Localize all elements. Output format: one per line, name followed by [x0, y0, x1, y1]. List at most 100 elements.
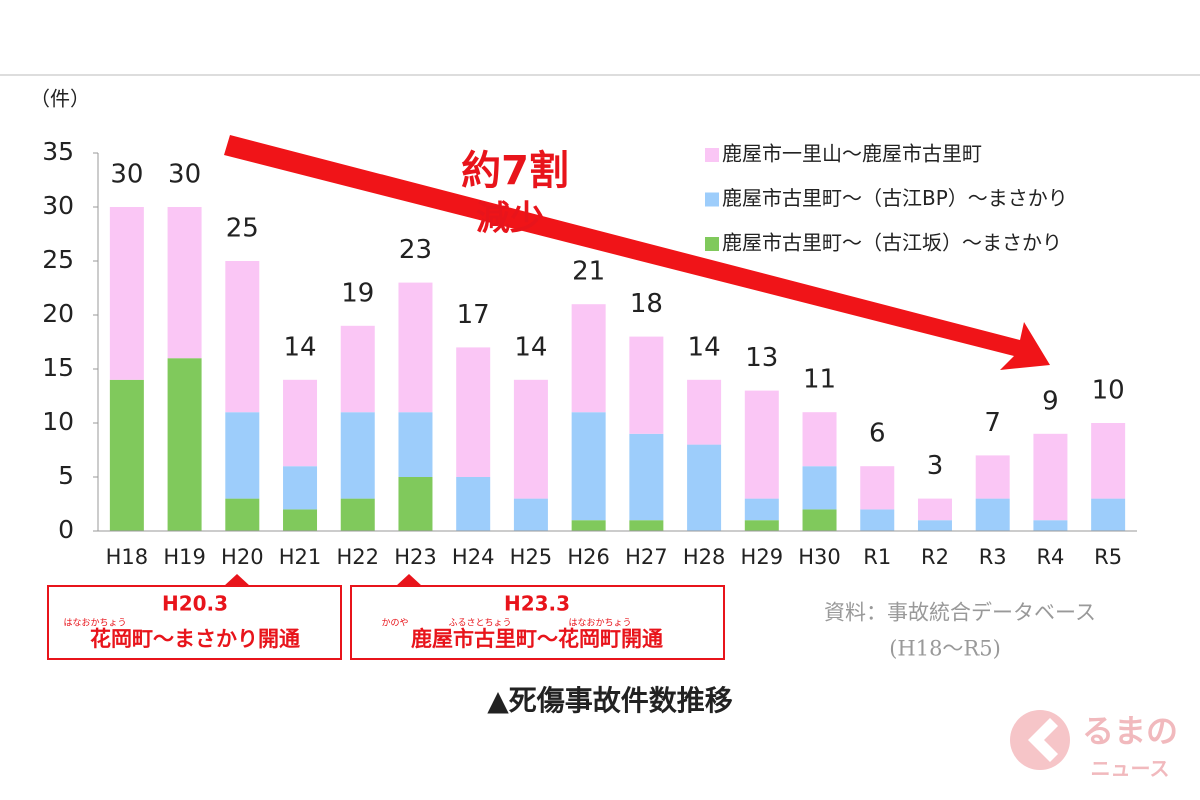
bar-segment: [917, 520, 952, 531]
event-box: [350, 585, 725, 660]
bar-segment: [283, 509, 318, 531]
bar-segment: [802, 466, 837, 510]
annotation: 約7割: [461, 148, 569, 194]
legend-swatch: [705, 192, 719, 207]
bar-segment: [167, 207, 202, 359]
x-tick-label: H21: [279, 545, 322, 569]
legend-label: 鹿屋市一里山～鹿屋市古里町: [722, 142, 982, 166]
bar-segment: [225, 261, 260, 413]
logo-text: るまの: [1082, 712, 1178, 750]
legend-swatch: [705, 237, 719, 251]
x-tick-label: R4: [1036, 545, 1064, 569]
ruby: はなおかちょう: [63, 618, 126, 629]
total-label: 7: [984, 408, 1001, 438]
event-date: H23.3: [504, 592, 570, 616]
bar-segment: [398, 477, 433, 531]
bar-segment: [687, 379, 722, 445]
total-label: 14: [283, 332, 316, 362]
bar-segment: [917, 498, 952, 521]
annotation: 減少: [476, 199, 544, 239]
y-tick-label: 30: [42, 191, 74, 220]
bar-segment: [571, 520, 606, 531]
ruby: ふるさとちょう: [448, 618, 511, 629]
bar-segment: [802, 412, 837, 467]
x-tick-label: R3: [979, 545, 1007, 569]
y-tick-label: 5: [58, 461, 74, 490]
total-label: 13: [745, 343, 778, 373]
bar-segment: [571, 412, 606, 521]
x-tick-label: H30: [798, 545, 841, 569]
legend: 鹿屋市一里山～鹿屋市古里町鹿屋市古里町～（古江BP）～まさかり鹿屋市古里町～（古…: [705, 142, 1068, 255]
bar-segment: [1091, 423, 1126, 499]
y-axis-label: （件）: [30, 87, 90, 111]
x-tick-label: H24: [452, 545, 495, 569]
logo-subtext: ニュース: [1091, 757, 1170, 781]
total-label: 9: [1042, 386, 1059, 416]
total-label: 6: [869, 419, 886, 449]
bar-segment: [1033, 520, 1068, 531]
x-tick-label: H29: [741, 545, 784, 569]
bar-segment: [571, 304, 606, 413]
x-tick-label: R5: [1094, 545, 1122, 569]
ruby: かのや: [381, 618, 408, 629]
x-tick-label: H23: [394, 545, 437, 569]
event-pointer: [396, 574, 422, 586]
x-tick-label: H28: [683, 545, 726, 569]
bar-segment: [456, 347, 491, 477]
legend-swatch: [705, 148, 719, 162]
total-label: 14: [514, 332, 547, 362]
y-tick-label: 35: [42, 137, 74, 166]
x-tick-label: R2: [921, 545, 949, 569]
total-label: 30: [110, 160, 143, 190]
bar-segment: [398, 412, 433, 477]
bar-segment: [340, 325, 375, 413]
bar-segment: [744, 520, 779, 531]
total-label: 14: [688, 332, 721, 362]
bar-segment: [513, 498, 548, 531]
event-text: 花岡町～まさかり開通: [90, 627, 300, 651]
bar-segment: [744, 498, 779, 521]
event-text: 鹿屋市古里町～花岡町開通: [411, 627, 663, 651]
bar-segment: [167, 358, 202, 531]
x-tick-label: H27: [625, 545, 668, 569]
y-tick-label: 10: [42, 407, 74, 436]
plot: 0 5 10 15 20 25 30 35 30 H18 30 H19 25 H20 14 H21 19 H22 2…: [42, 137, 1137, 569]
event-date: H20.3: [162, 592, 228, 616]
ruby: はなおかちょう: [568, 618, 631, 629]
total-label: 3: [927, 451, 944, 481]
logo-icon-mark: [1028, 718, 1058, 762]
bar-segment: [629, 336, 664, 434]
bar-segment: [860, 466, 895, 510]
x-tick-label: H18: [106, 545, 149, 569]
bar-segment: [398, 282, 433, 413]
bar-segment: [283, 379, 318, 467]
event-box: [47, 585, 342, 660]
bar-segment: [629, 433, 664, 521]
bar-segment: [1091, 498, 1126, 531]
bar-segment: [340, 498, 375, 531]
bar-segment: [109, 379, 144, 531]
total-label: 18: [630, 289, 663, 319]
bar-segment: [860, 509, 895, 531]
x-tick-label: H26: [567, 545, 610, 569]
y-tick-label: 25: [42, 245, 74, 274]
source-period: (H18～R5): [889, 637, 1001, 661]
y-tick-label: 0: [58, 515, 74, 544]
x-tick-label: R1: [863, 545, 891, 569]
total-label: 19: [341, 278, 374, 308]
total-label: 11: [803, 365, 836, 395]
x-tick-label: H25: [510, 545, 553, 569]
bar-segment: [340, 412, 375, 499]
bar-segment: [283, 466, 318, 510]
bar-segment: [225, 412, 260, 499]
bar-segment: [1033, 433, 1068, 521]
bar-segment: [744, 390, 779, 499]
legend-label: 鹿屋市古里町～（古江坂）～まさかり: [722, 231, 1062, 255]
legend-label: 鹿屋市古里町～（古江BP）～まさかり: [722, 186, 1068, 210]
y-tick-label: 15: [42, 353, 74, 382]
bar-segment: [802, 509, 837, 531]
trend-arrow: [224, 135, 1050, 370]
total-label: 17: [457, 300, 490, 330]
bar-segment: [975, 498, 1010, 531]
caption: ▲死傷事故件数推移: [487, 684, 733, 717]
